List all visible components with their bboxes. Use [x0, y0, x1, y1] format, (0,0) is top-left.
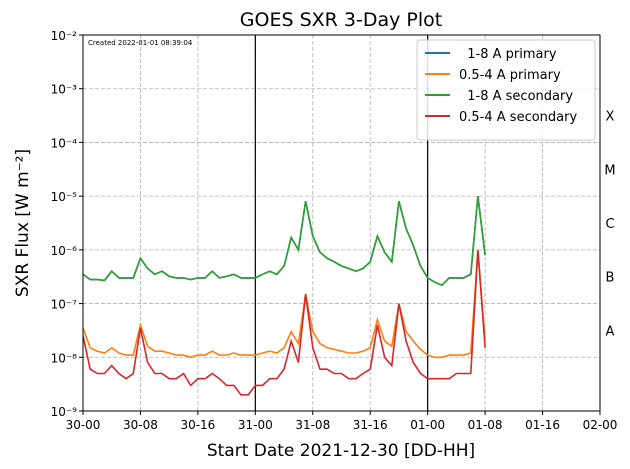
legend-label: 1-8 A secondary — [459, 89, 573, 104]
x-axis-label: Start Date 2021-12-30 [DD-HH] — [207, 441, 475, 461]
series-line — [83, 249, 486, 396]
y-tick-label: 10⁻⁶ — [51, 244, 78, 258]
x-tick-label: 31-16 — [353, 418, 388, 432]
y-tick-label: 10⁻⁸ — [51, 351, 78, 365]
y-tick-label: 10⁻⁷ — [51, 298, 78, 312]
flare-class-label: B — [606, 271, 615, 286]
y-tick-label: 10⁻² — [51, 29, 78, 43]
y-tick-label: 10⁻⁹ — [51, 405, 78, 419]
legend-label: 1-8 A primary — [459, 47, 557, 62]
chart-title: GOES SXR 3-Day Plot — [240, 9, 442, 31]
flare-class-label: C — [605, 217, 614, 232]
x-tick-label: 30-00 — [66, 418, 101, 432]
plot-frame — [82, 34, 601, 412]
x-tick-label: 01-08 — [468, 418, 503, 432]
x-tick-label: 31-08 — [295, 418, 330, 432]
legend-box — [416, 39, 596, 141]
flare-class-label: M — [604, 163, 615, 178]
x-tick-label: 30-16 — [180, 418, 215, 432]
legend-label: 0.5-4 A secondary — [459, 110, 577, 125]
x-tick-label: 01-16 — [525, 418, 560, 432]
x-tick-label: 30-08 — [123, 418, 158, 432]
x-tick-label: 31-00 — [238, 418, 273, 432]
y-tick-label: 10⁻⁴ — [51, 136, 78, 150]
y-axis-label: SXR Flux [W m⁻²] — [13, 149, 33, 297]
series-line — [83, 196, 486, 287]
series-line — [83, 249, 486, 359]
x-tick-label: 02-00 — [583, 418, 618, 432]
y-tick-label: 10⁻³ — [51, 83, 78, 97]
y-tick-label: 10⁻⁵ — [51, 190, 78, 204]
legend-label: 0.5-4 A primary — [459, 68, 561, 83]
x-tick-label: 01-00 — [410, 418, 445, 432]
flare-class-label: X — [606, 110, 615, 125]
flare-class-label: A — [606, 324, 615, 339]
